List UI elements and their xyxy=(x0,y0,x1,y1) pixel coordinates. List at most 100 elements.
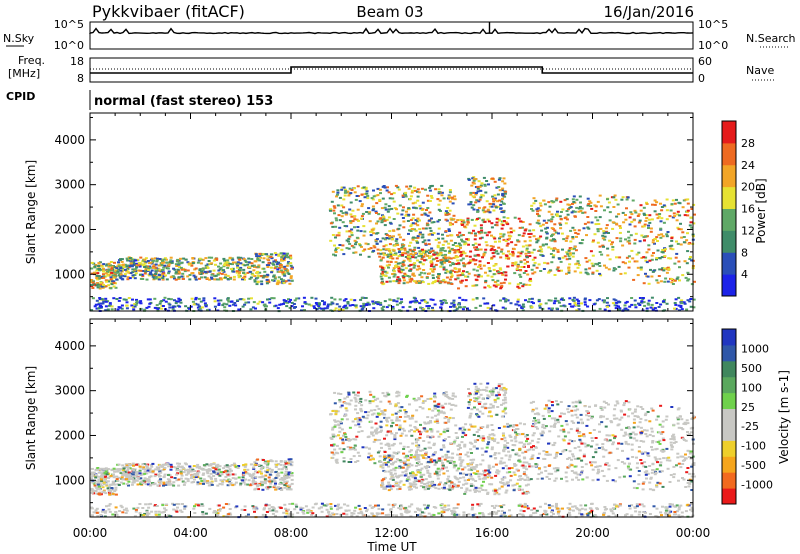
power-cell xyxy=(440,254,444,257)
velocity-cell xyxy=(122,482,126,485)
power-cell xyxy=(139,273,142,276)
power-cell xyxy=(376,220,380,223)
power-cell xyxy=(596,230,600,233)
velocity-cell xyxy=(359,407,363,410)
power-cell xyxy=(147,305,151,308)
power-cell xyxy=(380,218,384,221)
power-cell xyxy=(669,209,673,212)
power-cell xyxy=(428,272,431,275)
power-cell xyxy=(475,192,478,194)
velocity-cell xyxy=(123,474,127,477)
power-cell xyxy=(475,246,478,249)
power-cell xyxy=(647,218,651,221)
power-cell xyxy=(417,265,420,268)
power-cell xyxy=(441,237,445,240)
velocity-cell xyxy=(117,484,121,486)
power-cell xyxy=(490,222,494,225)
power-cell xyxy=(538,202,542,205)
velocity-cell xyxy=(441,464,445,467)
velocity-cell xyxy=(414,427,418,430)
velocity-cell xyxy=(268,473,272,476)
power-cell xyxy=(670,237,674,240)
power-cell xyxy=(199,300,203,303)
power-cell xyxy=(122,266,126,268)
velocity-cell xyxy=(425,482,429,485)
velocity-cell xyxy=(212,471,216,474)
power-cell xyxy=(150,269,154,272)
velocity-cell xyxy=(356,420,360,423)
power-cell xyxy=(171,308,175,311)
power-cell xyxy=(282,252,286,255)
power-cell xyxy=(644,272,647,275)
power-cell xyxy=(656,281,660,284)
velocity-cell xyxy=(200,480,204,482)
power-cell xyxy=(110,265,114,268)
velocity-cell xyxy=(253,461,257,464)
power-cell xyxy=(568,203,572,206)
power-cell xyxy=(449,239,453,242)
power-cell xyxy=(542,268,546,270)
power-cell xyxy=(626,308,630,311)
nsearch-label: N.Search xyxy=(746,32,796,45)
power-cell xyxy=(408,280,412,283)
velocity-cell xyxy=(141,468,145,471)
power-cell xyxy=(282,256,286,259)
power-cell xyxy=(619,272,623,275)
power-cell xyxy=(511,262,515,264)
power-cell xyxy=(483,206,487,209)
velocity-cell xyxy=(441,406,445,409)
power-cell xyxy=(289,275,293,278)
power-cell xyxy=(358,200,362,203)
velocity-cell xyxy=(354,438,358,441)
power-cell xyxy=(554,199,558,202)
velocity-cell xyxy=(412,397,416,400)
power-cell xyxy=(420,276,424,279)
power-cell xyxy=(589,201,593,204)
power-cell xyxy=(276,279,280,282)
power-cell xyxy=(192,274,196,277)
velocity-cell xyxy=(422,440,426,442)
velocity-cell xyxy=(385,391,389,394)
power-cell xyxy=(131,306,135,309)
power-cell xyxy=(686,299,690,302)
power-cell xyxy=(112,285,116,288)
power-cell xyxy=(350,189,354,191)
power-cell xyxy=(598,307,602,310)
power-cell xyxy=(379,252,383,255)
power-cell xyxy=(99,304,102,307)
power-cell xyxy=(326,303,330,306)
power-cell xyxy=(115,298,119,300)
power-cell xyxy=(417,255,421,258)
power-cell xyxy=(409,195,413,198)
power-cell xyxy=(215,258,219,261)
velocity-cell xyxy=(397,451,401,454)
velocity-cell xyxy=(370,426,374,429)
power-cell xyxy=(97,275,101,278)
power-cell xyxy=(408,260,412,263)
power-cell xyxy=(349,213,353,216)
power-cell xyxy=(364,297,368,299)
power-cell xyxy=(408,244,411,247)
velocity-cell xyxy=(266,460,270,463)
velocity-cell xyxy=(370,413,374,416)
velocity-cell xyxy=(197,471,201,474)
power-cell xyxy=(338,308,341,311)
velocity-cell xyxy=(124,463,128,466)
power-cell xyxy=(635,253,639,256)
power-cell xyxy=(420,258,424,261)
power-cell xyxy=(506,265,510,268)
velocity-cell xyxy=(214,468,218,471)
power-cell xyxy=(631,199,635,202)
power-cell xyxy=(312,305,316,308)
power-cell xyxy=(522,232,526,235)
velocity-cell xyxy=(264,462,268,465)
power-cell xyxy=(448,230,451,232)
power-cell xyxy=(546,262,550,265)
power-cell xyxy=(492,273,496,276)
power-cell xyxy=(644,259,648,262)
velocity-cell xyxy=(180,469,183,472)
power-cell xyxy=(244,301,248,304)
power-cell xyxy=(283,265,287,268)
power-cell xyxy=(387,263,391,266)
power-cell xyxy=(571,237,575,240)
